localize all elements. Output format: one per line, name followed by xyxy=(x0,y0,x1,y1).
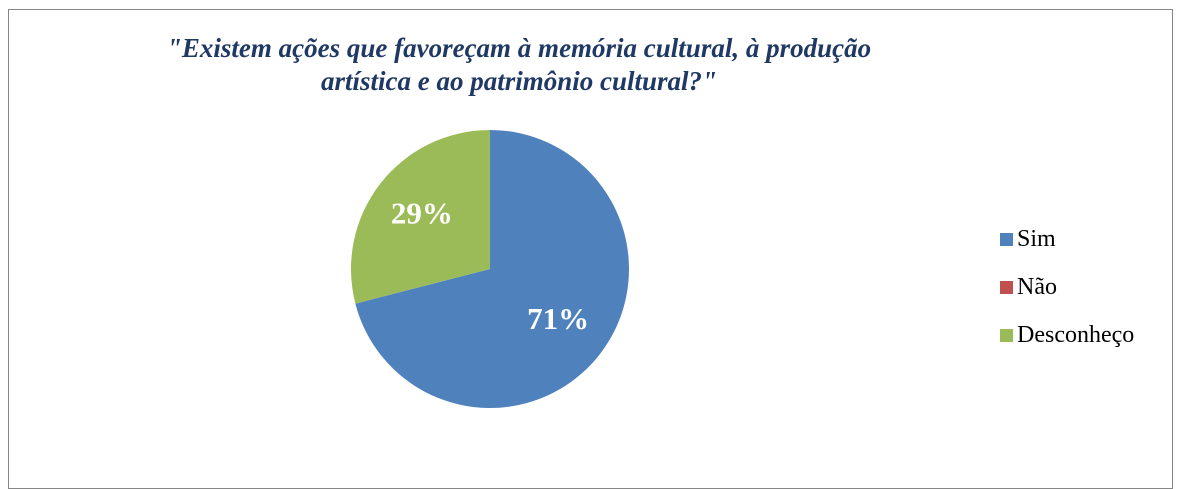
legend-label-desconheco: Desconheço xyxy=(1017,322,1134,349)
legend-item-desconheco: Desconheço xyxy=(1000,323,1134,347)
legend-item-nao: Não xyxy=(1000,275,1134,299)
legend-swatch-desconheco xyxy=(1000,329,1013,342)
legend-label-sim: Sim xyxy=(1017,226,1056,253)
legend-item-sim: Sim xyxy=(1000,227,1134,251)
legend-label-nao: Não xyxy=(1017,274,1057,301)
legend-swatch-sim xyxy=(1000,233,1013,246)
legend-swatch-nao xyxy=(1000,281,1013,294)
data-label-sim: 71% xyxy=(527,301,589,336)
chart-legend: Sim Não Desconheço xyxy=(1000,227,1134,371)
data-label-desconheco: 29% xyxy=(391,195,453,230)
